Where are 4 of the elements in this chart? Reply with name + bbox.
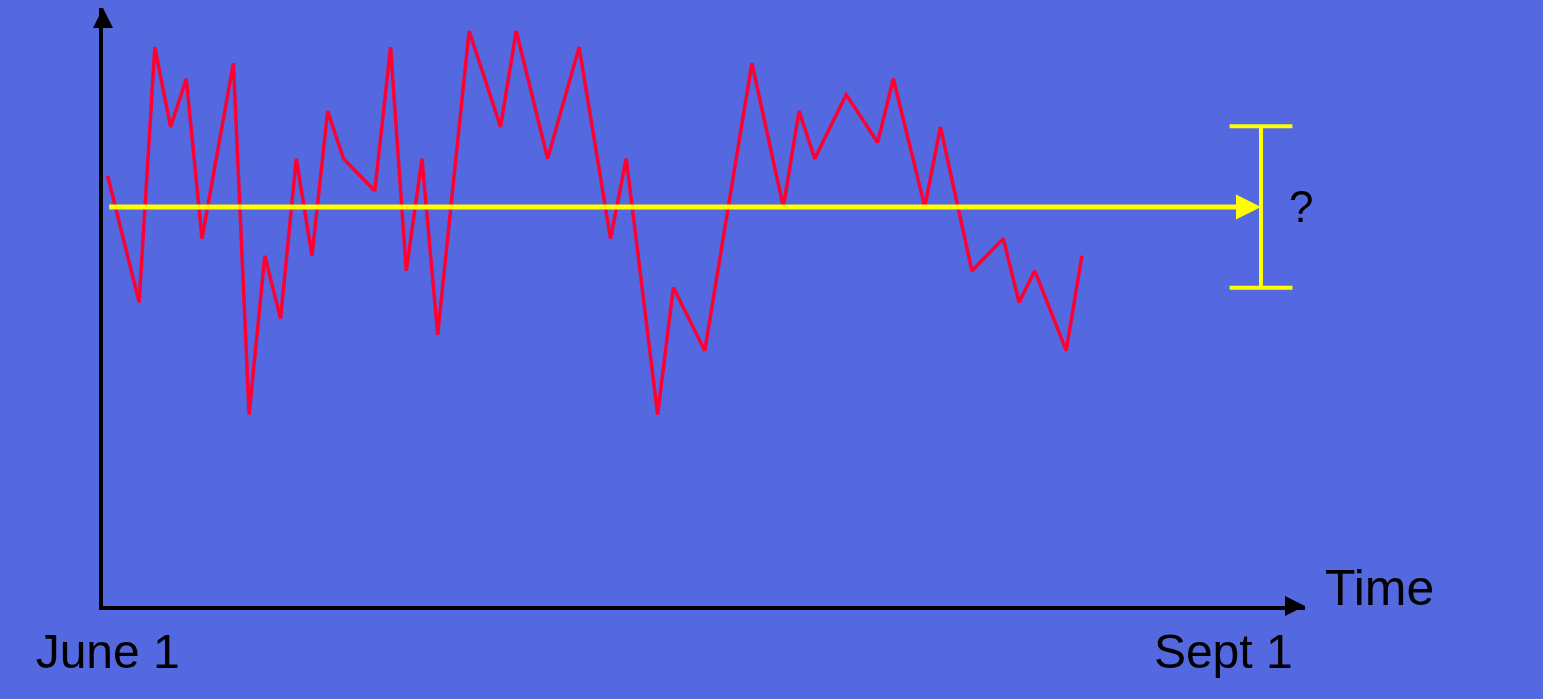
x-tick-label: Sept 1 bbox=[1153, 624, 1293, 678]
x-axis-title: Time bbox=[1325, 560, 1435, 616]
x-tick-label: June 1 bbox=[35, 624, 180, 678]
text: ? bbox=[1289, 182, 1314, 231]
